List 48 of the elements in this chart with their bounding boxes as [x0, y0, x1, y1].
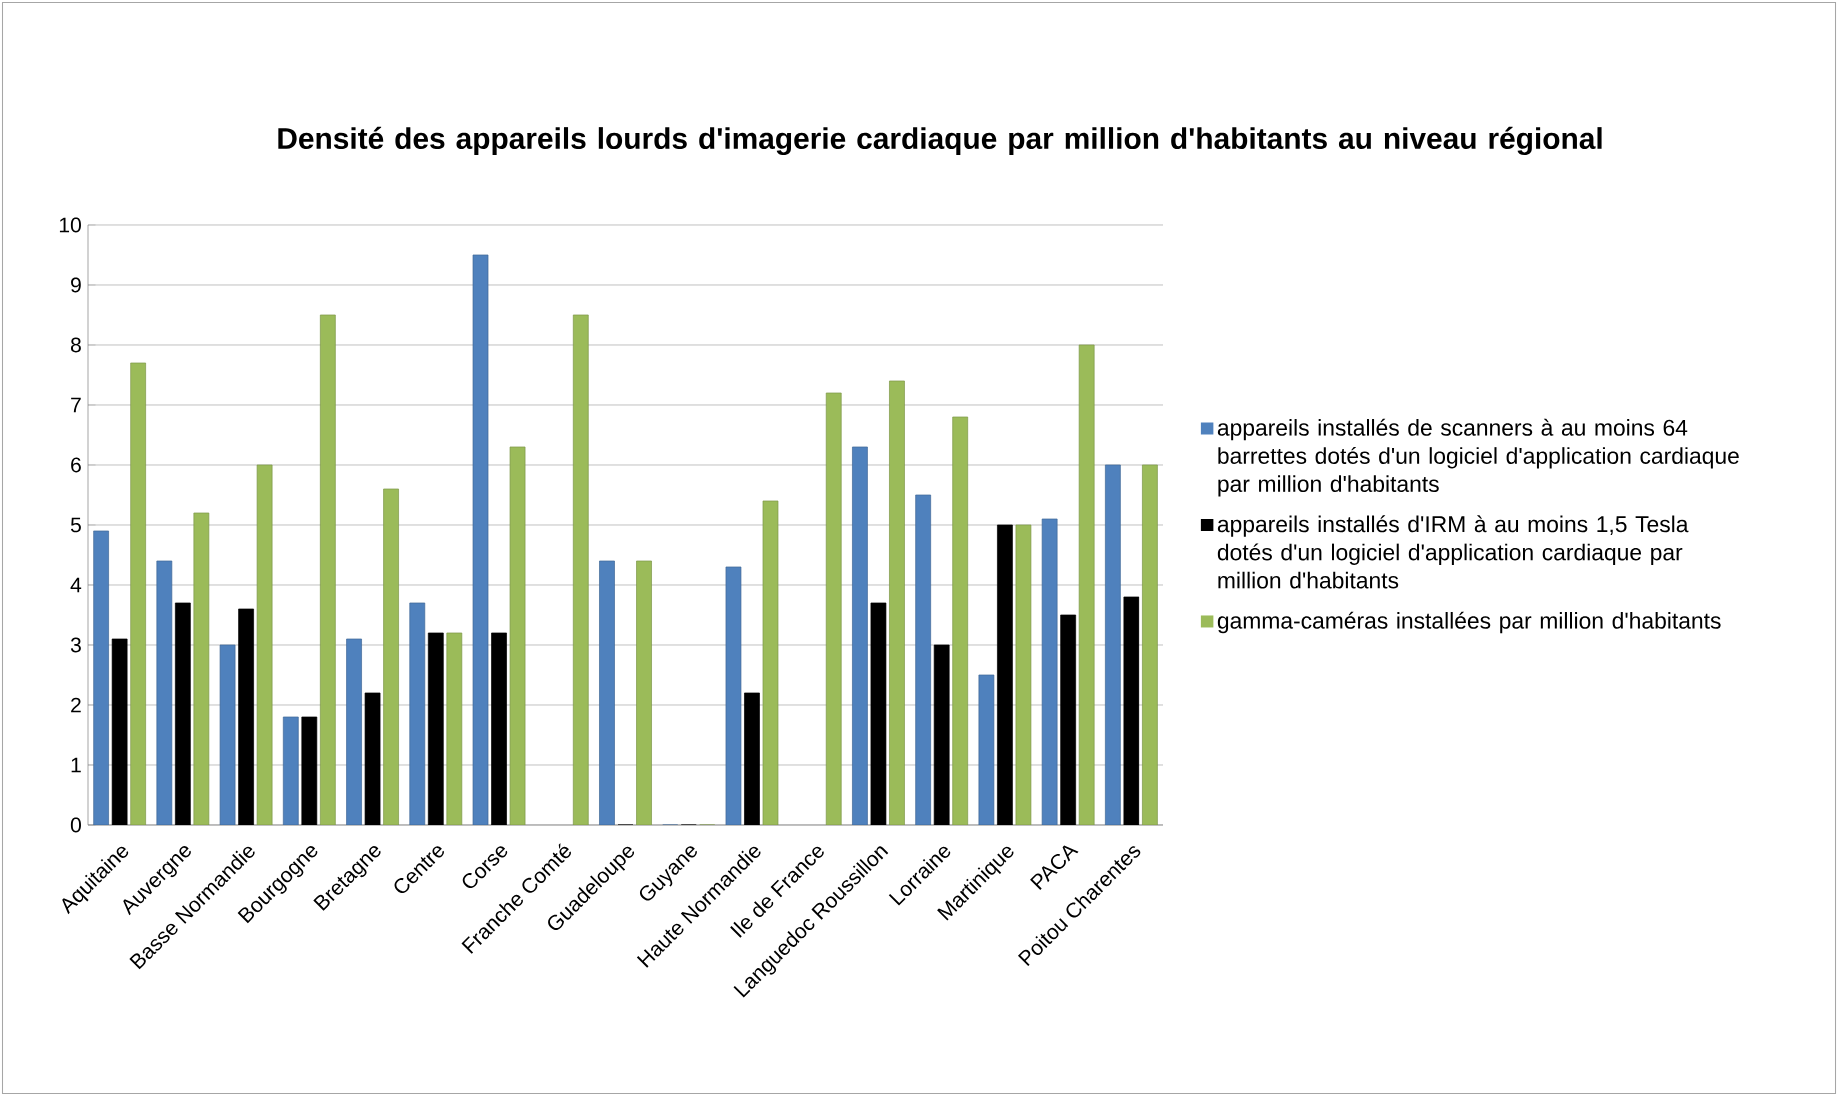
- bar: [175, 602, 191, 825]
- bar: [93, 530, 109, 825]
- bar: [572, 314, 589, 825]
- bar: [427, 632, 444, 825]
- bar: [1142, 464, 1158, 825]
- bar: [889, 380, 905, 825]
- bar: [1060, 614, 1077, 825]
- bar: [111, 638, 128, 825]
- legend-label: appareils installés d'IRM à au moins 1,5 Tesla dotés d'un logiciel d'application cardiaque par million d'habitants: [1217, 515, 1689, 589]
- bar: [383, 488, 399, 825]
- y-tick-label: 7: [71, 397, 81, 413]
- y-tick-label: 9: [71, 277, 81, 293]
- bar: [130, 362, 146, 825]
- legend-label: appareils installés de scanners à au moins 64 barrettes dotés d'un logiciel d'application cardiaque par million d'habitants: [1217, 418, 1739, 497]
- bar: [1105, 464, 1121, 825]
- bar: [491, 632, 507, 825]
- y-tick-label: 10: [59, 217, 81, 233]
- y-tick-label: 0: [70, 817, 81, 833]
- bar: [1078, 344, 1095, 825]
- bar: [446, 632, 463, 825]
- chart-title: Densité des appareils lourds d'imagerie cardiaque par million d'habitants au niveau régional: [278, 126, 1602, 156]
- bar: [933, 644, 950, 825]
- legend-label: gamma-caméras installées par million d'habitants: [1217, 611, 1721, 634]
- y-tick-label: 6: [71, 457, 81, 473]
- bar: [599, 560, 615, 825]
- bar: [238, 608, 254, 825]
- bar: [409, 602, 426, 825]
- bar: [952, 416, 969, 825]
- bar: [852, 446, 868, 825]
- y-tick-label: 4: [70, 577, 82, 593]
- y-tick-label: 2: [71, 697, 81, 713]
- bar: [744, 692, 760, 825]
- y-tick-label: 3: [70, 637, 81, 653]
- bar: [636, 560, 652, 825]
- bar: [997, 524, 1013, 825]
- bar: [364, 692, 381, 825]
- bar: [156, 560, 173, 825]
- bar: [1123, 596, 1140, 825]
- bar: [870, 602, 887, 825]
- bar: [301, 716, 318, 825]
- bar: [319, 314, 336, 825]
- y-tick-label: 8: [70, 337, 81, 353]
- bar: [282, 716, 299, 825]
- bar: [915, 494, 932, 825]
- bar: [825, 392, 842, 825]
- bar: [346, 638, 362, 825]
- y-tick-label: 1: [71, 757, 81, 773]
- y-tick-label: 5: [70, 517, 81, 533]
